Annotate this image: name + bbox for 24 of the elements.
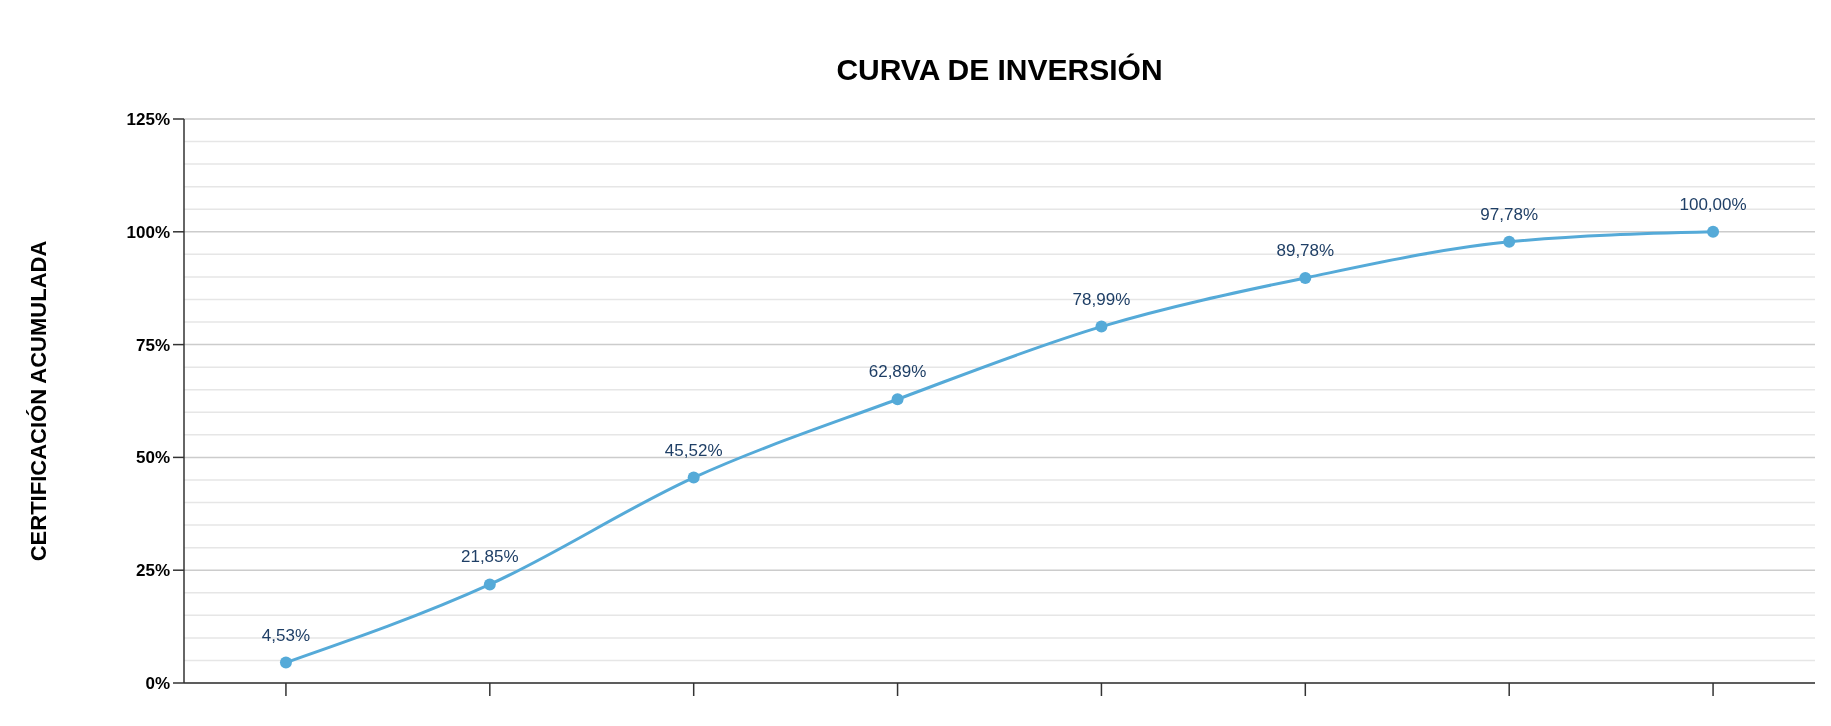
data-label: 100,00% <box>1679 194 1747 214</box>
data-label: 21,85% <box>460 547 519 567</box>
point <box>483 578 496 591</box>
y-tick-label: 125% <box>126 109 170 129</box>
point <box>1299 271 1312 284</box>
point <box>687 471 700 484</box>
data-label: 97,78% <box>1480 204 1539 224</box>
data-label: 45,52% <box>664 440 723 460</box>
y-tick-label: 0% <box>145 673 170 693</box>
data-label: 62,89% <box>868 362 927 382</box>
point <box>1503 235 1516 248</box>
y-tick-label: 25% <box>135 561 170 581</box>
y-tick-label: 50% <box>135 448 170 468</box>
point <box>279 656 292 669</box>
data-label: 89,78% <box>1276 240 1335 260</box>
y-tick-label: 100% <box>126 222 170 242</box>
point <box>1095 320 1108 333</box>
point <box>891 393 904 406</box>
data-label: 4,53% <box>261 625 311 645</box>
y-axis-title: CERTIFICACIÓN ACUMULADA <box>26 240 51 562</box>
chart-title: CURVA DE INVERSIÓN <box>836 53 1163 86</box>
y-tick-label: 75% <box>135 335 170 355</box>
data-label: 78,99% <box>1072 289 1131 309</box>
point <box>1707 225 1720 238</box>
